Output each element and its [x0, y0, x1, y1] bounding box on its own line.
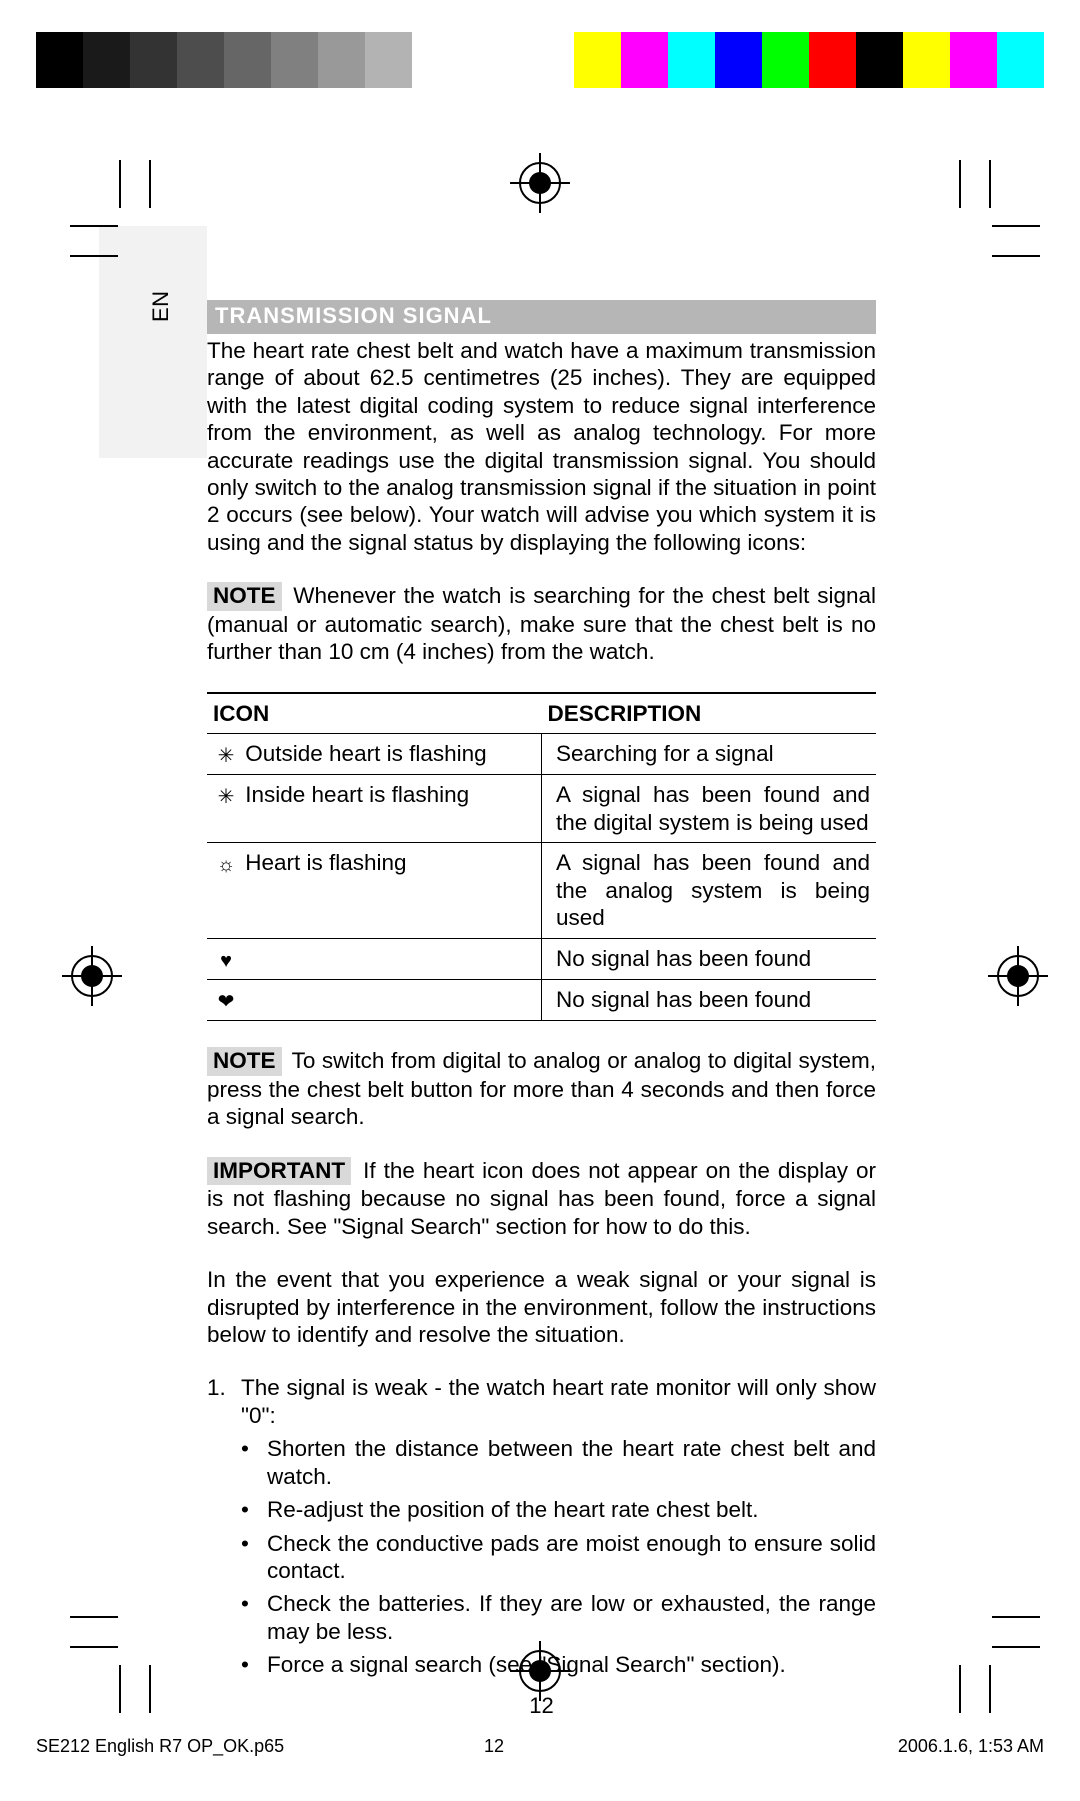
greyscale-bar [36, 32, 459, 88]
list-text: The signal is weak - the watch heart rat… [241, 1374, 876, 1429]
swatch [715, 32, 762, 88]
swatch [997, 32, 1044, 88]
swatch [365, 32, 412, 88]
bullet-text: Shorten the distance between the heart r… [267, 1435, 876, 1490]
table-row: ❤ No signal has been found [207, 980, 876, 1021]
crop-mark-top-left [70, 160, 190, 280]
description-cell: Searching for a signal [542, 734, 877, 775]
icon-cell: ✳ Outside heart is flashing [207, 734, 542, 775]
note-label: NOTE [207, 1047, 282, 1075]
important-note: IMPORTANT If the heart icon does not app… [207, 1157, 876, 1240]
note-text: To switch from digital to analog or anal… [207, 1048, 876, 1129]
table-header-description: DESCRIPTION [542, 693, 877, 734]
page: EN TRANSMISSION SIGNAL The heart rate ch… [0, 0, 1080, 1801]
bullet-icon: • [241, 1496, 267, 1523]
heart-icon: ☼ [213, 853, 239, 877]
swatch [950, 32, 997, 88]
description-cell: A signal has been found and the analog s… [542, 843, 877, 938]
note-text: Whenever the watch is searching for the … [207, 583, 876, 664]
bullet-text: Force a signal search (see "Signal Searc… [267, 1651, 876, 1678]
list-item: •Shorten the distance between the heart … [241, 1435, 876, 1490]
footer-page: 12 [36, 1736, 1044, 1757]
swatch [621, 32, 668, 88]
color-calibration-bars [36, 32, 1044, 88]
description-cell: No signal has been found [542, 938, 877, 979]
swatch [809, 32, 856, 88]
list-item: •Force a signal search (see "Signal Sear… [241, 1651, 876, 1678]
content-column: TRANSMISSION SIGNAL The heart rate chest… [207, 300, 876, 1720]
swatch [224, 32, 271, 88]
bullet-icon: • [241, 1590, 267, 1645]
note-2: NOTE To switch from digital to analog or… [207, 1047, 876, 1130]
language-label: EN [148, 290, 174, 322]
troubleshoot-intro: In the event that you experience a weak … [207, 1266, 876, 1348]
registration-mark-top [510, 153, 570, 213]
icon-cell: ✳ Inside heart is flashing [207, 775, 542, 843]
bullet-icon: • [241, 1530, 267, 1585]
intro-paragraph: The heart rate chest belt and watch have… [207, 337, 876, 557]
description-cell: A signal has been found and the digital … [542, 775, 877, 843]
heart-icon: ✳ [213, 785, 239, 809]
signal-icon-table: ICON DESCRIPTION ✳ Outside heart is flas… [207, 692, 876, 1022]
bullet-text: Check the batteries. If they are low or … [267, 1590, 876, 1645]
swatch [36, 32, 83, 88]
swatch [762, 32, 809, 88]
icon-cell: ☼ Heart is flashing [207, 843, 542, 938]
crop-mark-top-right [920, 160, 1040, 280]
description-cell: No signal has been found [542, 980, 877, 1021]
color-bar [574, 32, 1044, 88]
heart-icon: ♥ [213, 949, 239, 973]
registration-mark-left [62, 946, 122, 1006]
icon-cell: ♥ [207, 938, 542, 979]
crop-mark-bottom-right [920, 1593, 1040, 1713]
swatch [318, 32, 365, 88]
bullet-list: •Shorten the distance between the heart … [241, 1435, 876, 1679]
swatch [271, 32, 318, 88]
swatch [668, 32, 715, 88]
registration-mark-right [988, 946, 1048, 1006]
swatch [177, 32, 224, 88]
numbered-list: 1. The signal is weak - the watch heart … [207, 1374, 876, 1678]
section-header: TRANSMISSION SIGNAL [207, 300, 876, 334]
table-row: ✳ Inside heart is flashingA signal has b… [207, 775, 876, 843]
list-item: •Check the conductive pads are moist eno… [241, 1530, 876, 1585]
table-row: ✳ Outside heart is flashingSearching for… [207, 734, 876, 775]
heart-icon: ❤ [213, 990, 239, 1014]
note-1: NOTE Whenever the watch is searching for… [207, 582, 876, 665]
swatch [574, 32, 621, 88]
icon-cell: ❤ [207, 980, 542, 1021]
table-header-icon: ICON [207, 693, 542, 734]
bullet-icon: • [241, 1651, 267, 1678]
bullet-text: Re-adjust the position of the heart rate… [267, 1496, 876, 1523]
list-item: •Re-adjust the position of the heart rat… [241, 1496, 876, 1523]
swatch [130, 32, 177, 88]
bullet-text: Check the conductive pads are moist enou… [267, 1530, 876, 1585]
crop-mark-bottom-left [70, 1593, 190, 1713]
heart-icon: ✳ [213, 744, 239, 768]
table-row: ☼ Heart is flashingA signal has been fou… [207, 843, 876, 938]
list-item: •Check the batteries. If they are low or… [241, 1590, 876, 1645]
bullet-icon: • [241, 1435, 267, 1490]
note-label: NOTE [207, 582, 282, 610]
swatch [83, 32, 130, 88]
important-label: IMPORTANT [207, 1157, 351, 1185]
page-number: 12 [207, 1693, 876, 1720]
swatch [903, 32, 950, 88]
print-footer: SE212 English R7 OP_OK.p65 12 2006.1.6, … [36, 1736, 1044, 1757]
swatch [856, 32, 903, 88]
swatch [412, 32, 459, 88]
list-number: 1. [207, 1374, 241, 1429]
table-row: ♥ No signal has been found [207, 938, 876, 979]
list-item: 1. The signal is weak - the watch heart … [207, 1374, 876, 1429]
